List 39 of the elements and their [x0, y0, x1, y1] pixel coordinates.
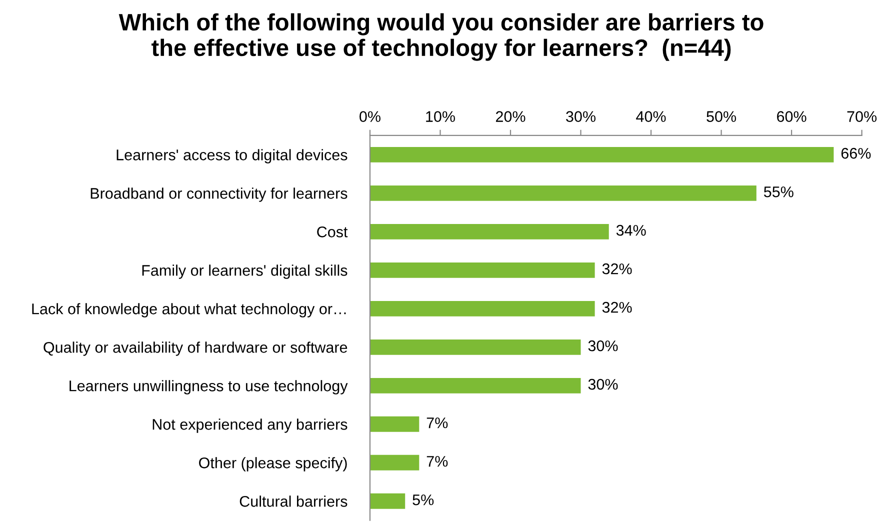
bar [370, 378, 581, 394]
bar [370, 262, 595, 278]
data-label: 30% [588, 340, 618, 352]
y-tick-label: Family or learners' digital skills [142, 264, 348, 279]
bar [370, 300, 595, 316]
data-label: 32% [602, 302, 632, 313]
x-tick-label: 0% [360, 111, 380, 122]
y-tick-label: Quality or availability of hardware or software [44, 342, 348, 356]
bar [370, 454, 420, 470]
y-tick-label: Cost [317, 226, 348, 238]
x-tick-label: 50% [706, 111, 736, 122]
y-tick-label: Not experienced any barriers [152, 418, 348, 433]
x-tick-label: 70% [847, 111, 877, 122]
data-label: 34% [616, 224, 646, 236]
x-tick-label: 20% [496, 111, 526, 122]
x-tick-label: 40% [636, 111, 666, 122]
bar [370, 339, 581, 355]
bar [370, 493, 406, 509]
data-label: 55% [764, 186, 794, 198]
y-tick-label: Learners' access to digital devices [116, 149, 348, 164]
y-tick-label: Cultural barriers [240, 496, 348, 507]
data-label: 5% [412, 494, 434, 506]
data-label: 66% [841, 148, 871, 159]
data-label: 30% [588, 378, 618, 390]
bar [370, 146, 834, 162]
data-label: 7% [426, 417, 448, 428]
x-tick-label: 10% [426, 111, 455, 122]
bar [370, 185, 756, 201]
y-tick-label: Broadband or connectivity for learners [90, 188, 348, 202]
bar [370, 416, 420, 432]
y-tick-label: Learners unwillingness to use technology [70, 380, 348, 394]
x-tick-label: 30% [566, 111, 596, 122]
data-label: 7% [426, 456, 448, 467]
chart-title: Which of the following would you consider are barriers to the effective use of technology for learners? (n=44) [118, 13, 764, 61]
data-label: 32% [602, 263, 632, 274]
x-tick-label: 60% [777, 111, 806, 122]
y-tick-label: Lack of knowledge about what technology or… [32, 303, 346, 318]
bar [370, 224, 609, 240]
y-tick-label: Other (please specify) [199, 457, 347, 472]
